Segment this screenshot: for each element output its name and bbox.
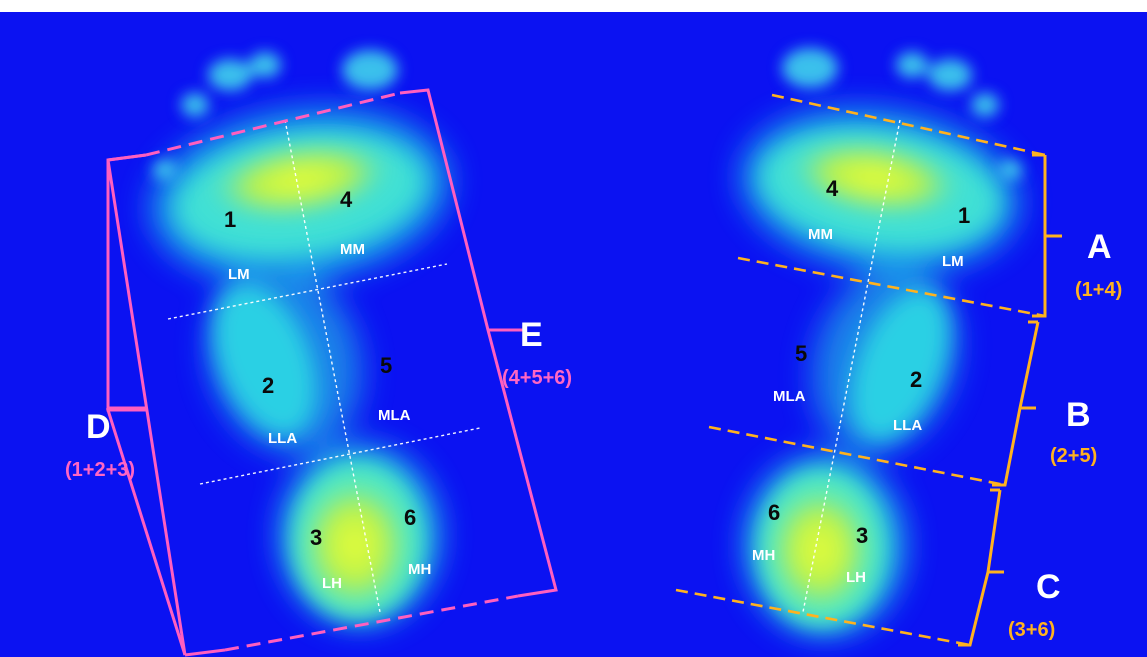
top-white-band: [0, 0, 1147, 12]
right-region-3-number: 3: [856, 523, 868, 548]
left-region-4-number: 4: [340, 187, 353, 212]
group-c-formula: (3+6): [1008, 619, 1055, 641]
group-a-formula: (1+4): [1075, 279, 1122, 301]
left-region-6-abbr: MH: [408, 561, 431, 578]
right-region-2-abbr: LLA: [893, 417, 922, 434]
right-region-4-abbr: MM: [808, 226, 833, 243]
right-region-1-abbr: LM: [942, 253, 964, 270]
group-b-formula: (2+5): [1050, 445, 1097, 467]
left-region-4-abbr: MM: [340, 241, 365, 258]
left-region-3-abbr: LH: [322, 575, 342, 592]
right-region-4-number: 4: [826, 176, 839, 201]
right-region-3-abbr: LH: [846, 569, 866, 586]
group-e-letter: E: [520, 316, 543, 354]
left-region-2-number: 2: [262, 373, 274, 398]
group-b-letter: B: [1066, 396, 1091, 434]
group-d-letter: D: [86, 408, 111, 446]
left-region-1-number: 1: [224, 207, 236, 232]
group-a-letter: A: [1087, 228, 1112, 266]
group-c-letter: C: [1036, 568, 1061, 606]
right-region-6-number: 6: [768, 500, 780, 525]
left-region-2-abbr: LLA: [268, 430, 297, 447]
left-region-1-abbr: LM: [228, 266, 250, 283]
right-region-2-number: 2: [910, 367, 922, 392]
right-region-5-abbr: MLA: [773, 388, 806, 405]
right-region-5-number: 5: [795, 341, 807, 366]
left-region-3-number: 3: [310, 525, 322, 550]
left-region-5-number: 5: [380, 353, 392, 378]
left-region-5-abbr: MLA: [378, 407, 411, 424]
right-region-6-abbr: MH: [752, 547, 775, 564]
group-d-formula: (1+2+3): [65, 459, 135, 481]
group-e-formula: (4+5+6): [502, 367, 572, 389]
right-region-1-number: 1: [958, 203, 970, 228]
left-region-6-number: 6: [404, 505, 416, 530]
